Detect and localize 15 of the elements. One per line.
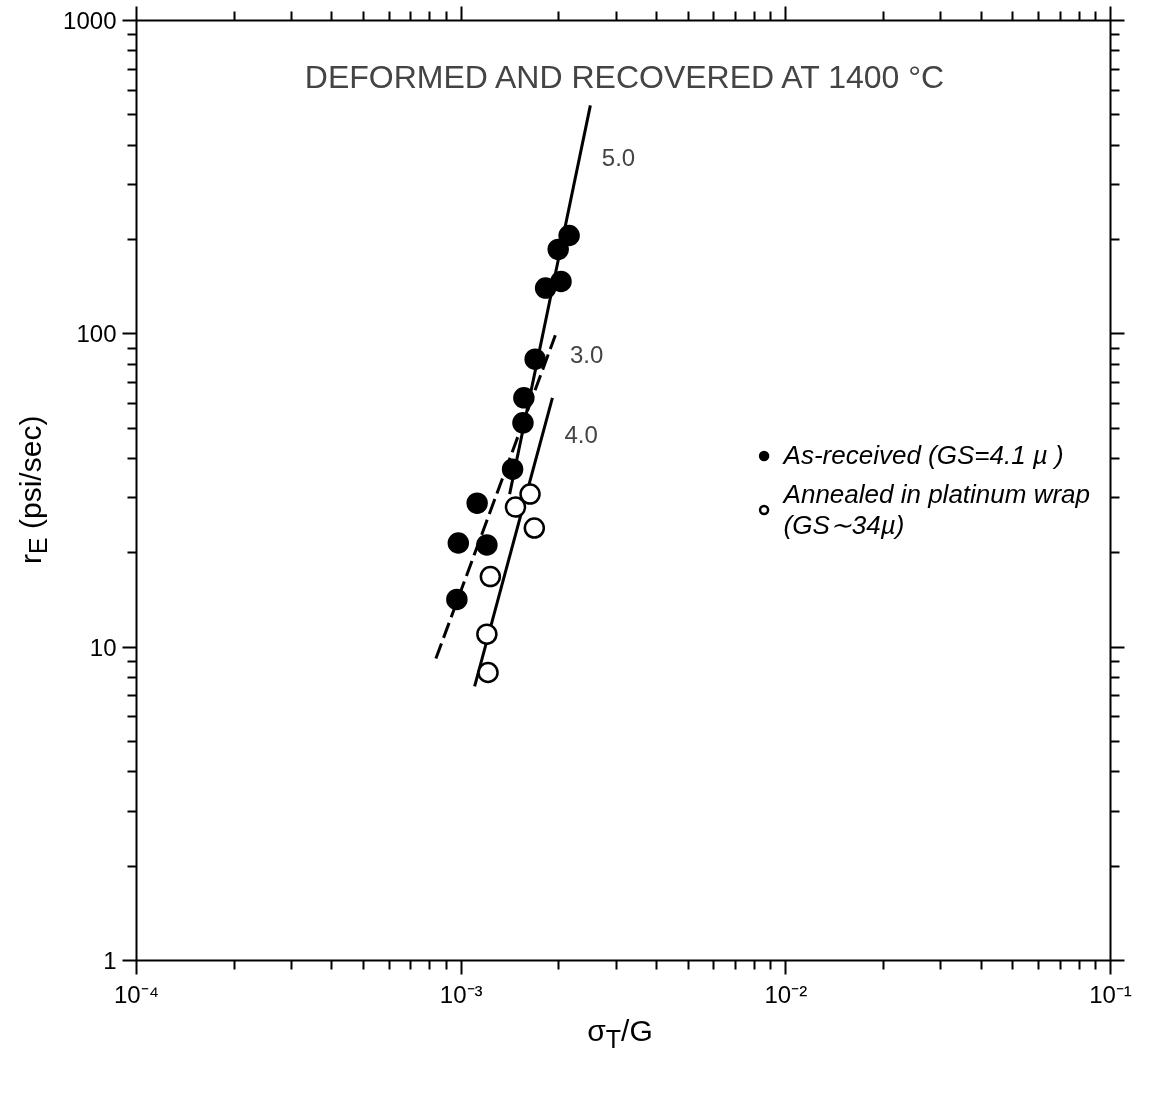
x-tick-label: 10⁻⁴ — [114, 980, 160, 1008]
x-tick-label: 10⁻² — [764, 980, 808, 1008]
y-tick-label: 10 — [89, 633, 117, 661]
x-tick-label: 10⁻³ — [439, 980, 483, 1008]
x-axis-title: σ$_{T}$/G — [586, 1013, 654, 1055]
legend-label: As-received (GS=4.1 µ ) — [783, 439, 1064, 471]
annotation: 5.0 — [601, 143, 636, 171]
y-tick-label: 100 — [76, 320, 117, 348]
text: DEFORMED AND RECOVERED AT 1400 °C — [304, 58, 945, 95]
legend-label: Annealed in platinum wrap (GS∼34µ) — [783, 478, 1090, 541]
y-tick-label: 1000 — [63, 7, 117, 34]
y-tick-label: 1 — [103, 947, 117, 974]
x-tick-label: 10⁻¹ — [1089, 980, 1132, 1008]
annotation: 4.0 — [564, 421, 598, 449]
annotation: 3.0 — [569, 340, 604, 368]
